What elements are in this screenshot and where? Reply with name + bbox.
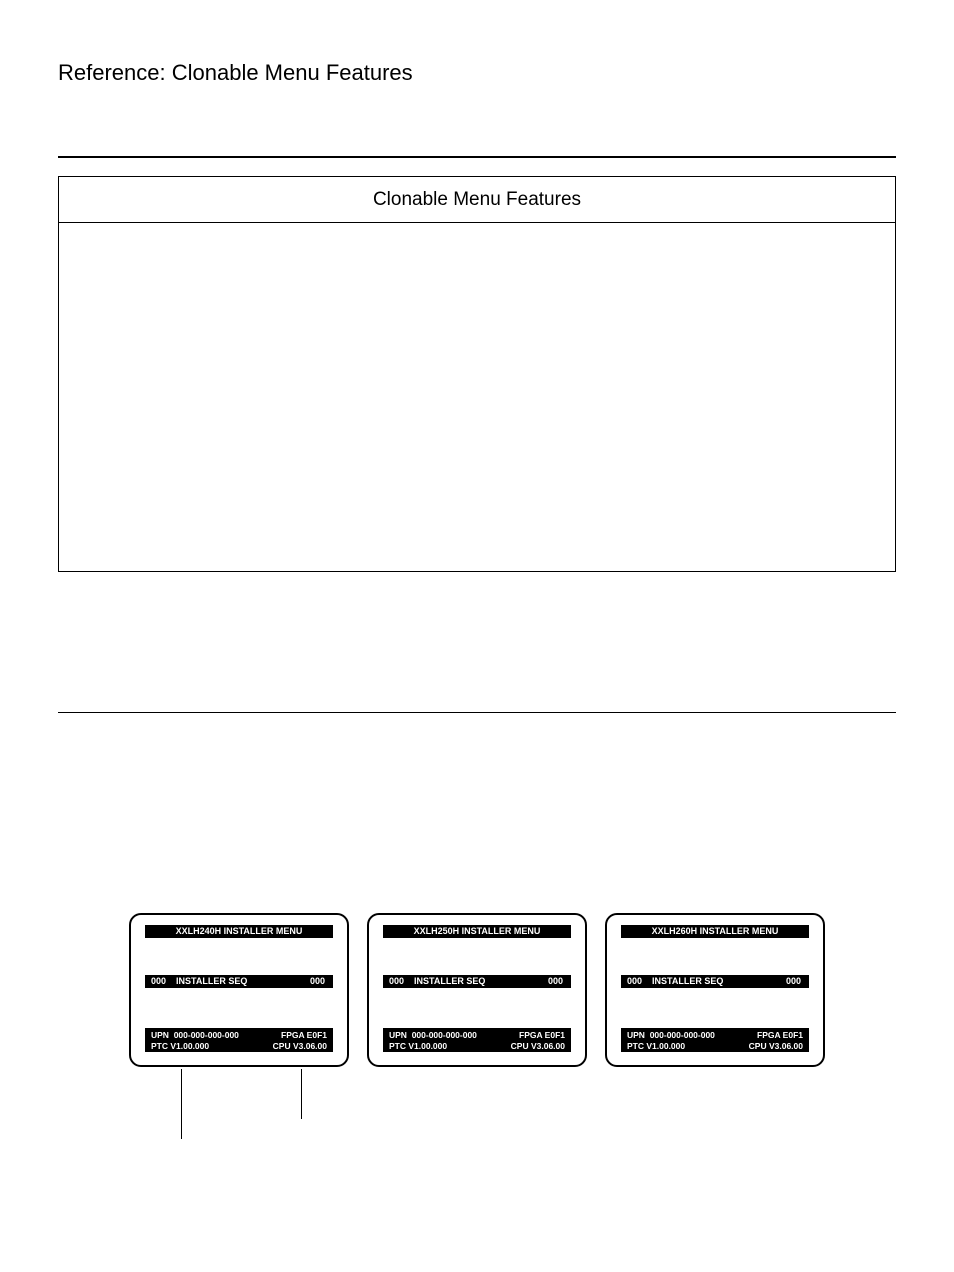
fpga: FPGA E0F1 — [281, 1030, 327, 1041]
upn-label: UPN — [151, 1030, 169, 1040]
seq-left: 000 — [389, 977, 404, 988]
menu-seq-bar: 000 INSTALLER SEQ 000 — [383, 975, 571, 988]
page-title: Reference: Clonable Menu Features — [58, 60, 896, 86]
menu-title-bar: XXLH250H INSTALLER MENU — [383, 925, 571, 938]
menu-seq-bar: 000 INSTALLER SEQ 000 — [145, 975, 333, 988]
info-row-2: PTC V1.00.000 CPU V3.06.00 — [151, 1041, 327, 1052]
installer-menu-card: XXLH240H INSTALLER MENU 000 INSTALLER SE… — [129, 913, 349, 1067]
callout-line-right — [301, 1069, 302, 1119]
installer-menu-card: XXLH250H INSTALLER MENU 000 INSTALLER SE… — [367, 913, 587, 1067]
info-row-1: UPN 000-000-000-000 FPGA E0F1 — [627, 1030, 803, 1041]
ptc: PTC V1.00.000 — [627, 1041, 685, 1052]
upn-label: UPN — [627, 1030, 645, 1040]
installer-menus-row: XXLH240H INSTALLER MENU 000 INSTALLER SE… — [58, 913, 896, 1067]
callout-line-left — [181, 1069, 182, 1139]
menu-seq-bar: 000 INSTALLER SEQ 000 — [621, 975, 809, 988]
menu-info-bar: UPN 000-000-000-000 FPGA E0F1 PTC V1.00.… — [383, 1028, 571, 1052]
seq-right: 000 — [786, 977, 801, 988]
seq-right: 000 — [310, 977, 325, 988]
ptc: PTC V1.00.000 — [151, 1041, 209, 1052]
fpga: FPGA E0F1 — [519, 1030, 565, 1041]
info-row-2: PTC V1.00.000 CPU V3.06.00 — [389, 1041, 565, 1052]
divider-thin — [58, 712, 896, 713]
upn: UPN 000-000-000-000 — [389, 1030, 477, 1041]
info-row-1: UPN 000-000-000-000 FPGA E0F1 — [151, 1030, 327, 1041]
features-box-body — [59, 223, 895, 571]
menu-info-bar: UPN 000-000-000-000 FPGA E0F1 PTC V1.00.… — [145, 1028, 333, 1052]
installer-menu-card: XXLH260H INSTALLER MENU 000 INSTALLER SE… — [605, 913, 825, 1067]
cpu: CPU V3.06.00 — [273, 1041, 327, 1052]
upn-label: UPN — [389, 1030, 407, 1040]
ptc: PTC V1.00.000 — [389, 1041, 447, 1052]
upn-value: 000-000-000-000 — [650, 1030, 715, 1040]
info-row-1: UPN 000-000-000-000 FPGA E0F1 — [389, 1030, 565, 1041]
upn-value: 000-000-000-000 — [412, 1030, 477, 1040]
upn-value: 000-000-000-000 — [174, 1030, 239, 1040]
upn: UPN 000-000-000-000 — [151, 1030, 239, 1041]
features-box-header: Clonable Menu Features — [59, 177, 895, 223]
divider-thick — [58, 156, 896, 158]
seq-left: 000 — [627, 977, 642, 988]
menu-title-bar: XXLH240H INSTALLER MENU — [145, 925, 333, 938]
seq-label: INSTALLER SEQ — [166, 977, 310, 988]
cpu: CPU V3.06.00 — [511, 1041, 565, 1052]
cpu: CPU V3.06.00 — [749, 1041, 803, 1052]
fpga: FPGA E0F1 — [757, 1030, 803, 1041]
page: Reference: Clonable Menu Features Clonab… — [0, 0, 954, 1107]
seq-right: 000 — [548, 977, 563, 988]
features-box: Clonable Menu Features — [58, 176, 896, 572]
upn: UPN 000-000-000-000 — [627, 1030, 715, 1041]
seq-label: INSTALLER SEQ — [642, 977, 786, 988]
menu-info-bar: UPN 000-000-000-000 FPGA E0F1 PTC V1.00.… — [621, 1028, 809, 1052]
menu-title-bar: XXLH260H INSTALLER MENU — [621, 925, 809, 938]
seq-label: INSTALLER SEQ — [404, 977, 548, 988]
info-row-2: PTC V1.00.000 CPU V3.06.00 — [627, 1041, 803, 1052]
seq-left: 000 — [151, 977, 166, 988]
